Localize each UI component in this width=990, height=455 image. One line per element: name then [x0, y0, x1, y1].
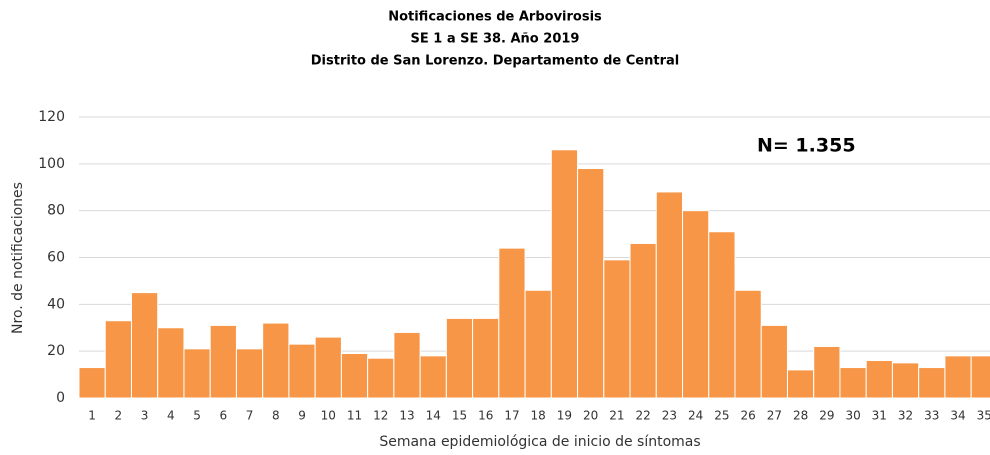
bar [524, 289, 552, 399]
x-tick-label: 9 [298, 409, 306, 423]
bar [918, 367, 946, 399]
bar [445, 317, 474, 399]
bar [970, 355, 990, 399]
x-tick-label: 20 [583, 409, 598, 423]
x-tick-label: 7 [246, 409, 254, 423]
bar [682, 210, 710, 399]
bar [603, 259, 631, 399]
x-tick-label: 19 [557, 409, 572, 423]
bar [498, 247, 526, 399]
x-tick-label: 35 [977, 409, 990, 423]
chart-title: Notificaciones de Arbovirosis [388, 10, 602, 25]
bar [786, 369, 815, 399]
y-tick-label: 60 [47, 250, 65, 266]
bar [367, 357, 395, 399]
x-tick-label: 10 [321, 409, 336, 423]
x-axis-label: Semana epidemiológica de inicio de sínto… [379, 434, 700, 450]
x-tick-label: 1 [88, 409, 96, 423]
x-tick-label: 29 [819, 409, 834, 423]
bar [734, 289, 762, 399]
y-tick-label: 80 [47, 203, 65, 219]
x-tick-label: 22 [636, 409, 651, 423]
x-tick-label: 33 [924, 409, 939, 423]
bar [262, 322, 290, 399]
bar [157, 327, 185, 399]
bar [130, 292, 159, 399]
x-tick-label: 17 [504, 409, 519, 423]
bar [419, 355, 447, 399]
bar [865, 360, 893, 399]
bar [314, 336, 342, 399]
chart-subtitle: Distrito de San Lorenzo. Departamento de… [311, 54, 679, 69]
x-tick-label: 25 [714, 409, 729, 423]
x-tick-label: 27 [767, 409, 782, 423]
bar [891, 362, 920, 399]
bar [839, 367, 867, 399]
bar [209, 324, 237, 399]
bar [288, 343, 316, 399]
bar [104, 320, 132, 399]
bar [655, 191, 684, 399]
x-tick-label: 32 [898, 409, 913, 423]
bar [393, 331, 421, 399]
bar [813, 345, 841, 399]
x-tick-label: 5 [193, 409, 201, 423]
bar [708, 231, 736, 399]
bar [472, 317, 500, 399]
x-tick-label: 30 [845, 409, 860, 423]
x-tick-label: 26 [740, 409, 755, 423]
y-tick-label: 40 [47, 296, 65, 312]
x-tick-label: 34 [950, 409, 965, 423]
bar [550, 149, 579, 399]
bar [183, 348, 211, 399]
annotation: N= 1.355 [757, 135, 856, 157]
x-tick-label: 21 [609, 409, 624, 423]
x-tick-label: 8 [272, 409, 280, 423]
x-tick-label: 23 [662, 409, 677, 423]
x-tick-label: 15 [452, 409, 467, 423]
x-tick-label: 16 [478, 409, 493, 423]
bar [235, 348, 264, 399]
x-tick-label: 4 [167, 409, 175, 423]
y-tick-label: 20 [47, 343, 65, 359]
x-tick-label: 31 [872, 409, 887, 423]
x-tick-label: 28 [793, 409, 808, 423]
x-tick-label: 13 [399, 409, 414, 423]
y-tick-label: 0 [56, 390, 65, 406]
bar [760, 324, 788, 399]
x-tick-label: 3 [141, 409, 149, 423]
x-tick-label: 14 [426, 409, 441, 423]
x-tick-label: 18 [531, 409, 546, 423]
x-tick-label: 24 [688, 409, 703, 423]
bar [340, 353, 369, 399]
x-tick-label: 6 [219, 409, 227, 423]
y-tick-label: 120 [38, 109, 65, 125]
bar [944, 355, 972, 399]
bar [629, 242, 657, 399]
x-tick-label: 12 [373, 409, 388, 423]
bar [577, 168, 605, 399]
chart-subtitle: SE 1 a SE 38. Año 2019 [411, 32, 580, 47]
y-tick-label: 100 [38, 156, 65, 172]
bar [78, 367, 106, 399]
y-axis-label: Nro. de notificaciones [10, 182, 26, 334]
x-tick-label: 2 [115, 409, 123, 423]
x-tick-label: 11 [347, 409, 362, 423]
